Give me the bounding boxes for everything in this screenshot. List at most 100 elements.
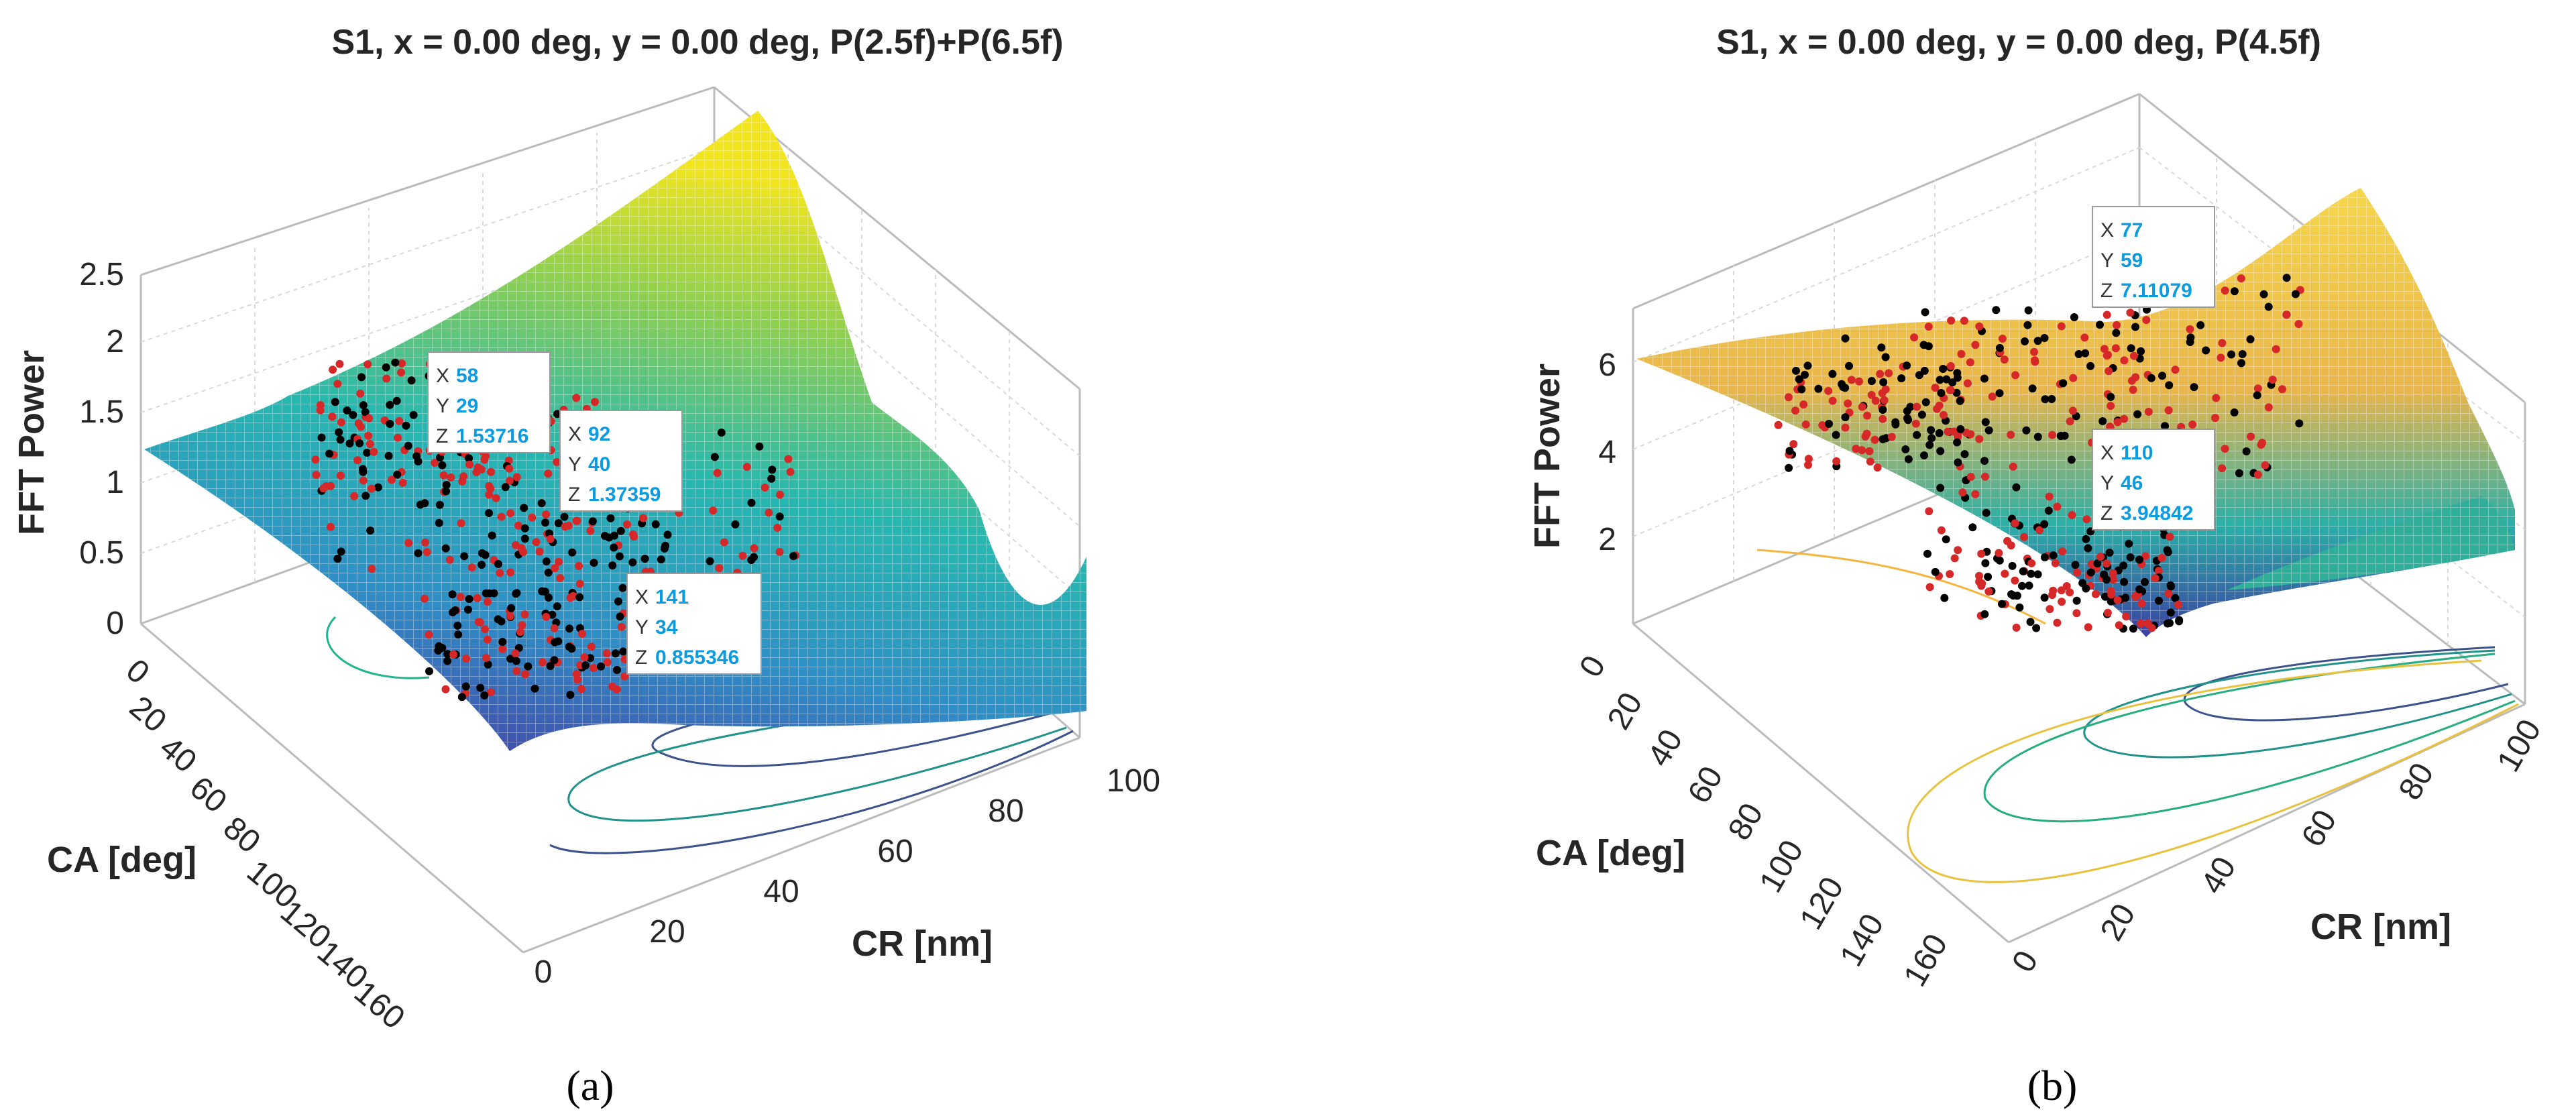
scatter-point: [494, 615, 502, 624]
scatter-point: [1852, 445, 1860, 453]
scatter-point: [2237, 274, 2245, 283]
scatter-point: [464, 606, 472, 614]
scatter-point: [742, 463, 751, 471]
scatter-point: [2027, 569, 2035, 578]
scatter-point: [565, 624, 573, 633]
scatter-point: [497, 512, 506, 521]
datatip-b-1[interactable]: X 77 Y 59 Z 7.11079: [2092, 206, 2215, 308]
scatter-point: [2084, 623, 2092, 632]
scatter-point: [443, 650, 452, 659]
scatter-point: [750, 544, 759, 553]
scatter-point: [2212, 394, 2221, 402]
scatter-point: [448, 590, 457, 599]
scatter-point: [353, 456, 362, 465]
scatter-point: [1966, 473, 1975, 481]
scatter-point: [386, 420, 394, 428]
scatter-point: [618, 583, 627, 592]
scatter-point: [496, 569, 504, 577]
scatter-point: [512, 589, 521, 598]
scatter-point: [407, 376, 416, 385]
datatip-b-2[interactable]: X 110 Y 46 Z 3.94842: [2092, 429, 2215, 530]
y-tick-a: 0: [119, 653, 156, 691]
scatter-point: [619, 647, 628, 656]
scatter-point: [1903, 361, 1911, 370]
scatter-point: [1956, 425, 1965, 433]
scatter-point: [2164, 590, 2173, 598]
datatip-a-1[interactable]: X 58 Y 29 Z 1.53716: [427, 351, 551, 453]
scatter-point: [608, 682, 616, 691]
datatip-key: Y: [436, 395, 449, 417]
scatter-point: [2040, 553, 2049, 561]
scatter-point: [480, 455, 489, 464]
scatter-b: [1774, 274, 2304, 633]
scatter-point: [519, 548, 528, 556]
scatter-point: [501, 483, 510, 492]
scatter-point: [2046, 605, 2054, 614]
scatter-point: [2294, 320, 2303, 329]
scatter-point: [2100, 570, 2109, 579]
scatter-point: [1971, 341, 1980, 349]
scatter-point: [465, 595, 473, 604]
scatter-point: [1936, 447, 1945, 455]
scatter-point: [2026, 618, 2035, 626]
scatter-point: [345, 439, 354, 448]
scatter-point: [355, 439, 364, 447]
scatter-point: [2158, 553, 2166, 562]
scatter-point: [568, 548, 577, 557]
scatter-point: [484, 660, 492, 669]
scatter-point: [1933, 404, 1942, 413]
scatter-point: [2221, 445, 2229, 453]
scatter-point: [1924, 323, 1933, 331]
scatter-point: [1861, 432, 1870, 441]
scatter-point: [366, 440, 374, 448]
scatter-point: [329, 366, 337, 374]
scatter-point: [449, 650, 458, 659]
scatter-point: [2000, 355, 2009, 364]
x-tick-b: 40: [2194, 851, 2243, 900]
scatter-point: [2282, 274, 2291, 282]
scatter-point: [550, 656, 559, 665]
scatter-point: [2069, 374, 2078, 382]
scatter-point: [1954, 458, 1962, 467]
scatter-point: [2235, 469, 2243, 478]
datatip-y: 40: [588, 453, 610, 475]
scatter-point: [2122, 612, 2131, 621]
scatter-point: [2082, 535, 2090, 543]
scatter-point: [608, 561, 617, 570]
scatter-point: [1887, 433, 1896, 441]
scatter-point: [312, 471, 321, 480]
datatip-a-2[interactable]: X 92 Y 40 Z 1.37359: [559, 410, 683, 512]
scatter-point: [465, 454, 473, 463]
scatter-point: [775, 512, 784, 521]
scatter-point: [481, 625, 490, 634]
scatter-point: [2268, 376, 2277, 384]
scatter-point: [2027, 559, 2036, 567]
z-tick-a: 0.5: [79, 535, 124, 571]
scatter-point: [717, 429, 726, 437]
scatter-point: [2073, 568, 2082, 577]
datatip-x: 110: [2121, 442, 2153, 464]
scatter-point: [551, 638, 559, 647]
scatter-point: [747, 556, 756, 564]
datatip-a-3[interactable]: X 141 Y 34 Z 0.855346: [626, 573, 762, 675]
scatter-point: [2030, 347, 2038, 356]
scatter-point: [435, 518, 443, 527]
scatter-point: [1936, 376, 1944, 384]
scatter-point: [392, 396, 401, 405]
scatter-point: [1828, 396, 1837, 405]
scatter-point: [2086, 568, 2095, 577]
scatter-point: [1858, 402, 1866, 411]
scatter-point: [1879, 378, 1888, 386]
scatter-point: [1877, 343, 1886, 352]
scatter-point: [457, 693, 466, 702]
scatter-point: [327, 482, 335, 490]
scatter-point: [425, 667, 433, 675]
scatter-point: [2044, 506, 2053, 515]
scatter-point: [569, 592, 577, 600]
scatter-point: [542, 510, 551, 518]
scatter-point: [789, 552, 797, 561]
scatter-point: [333, 380, 342, 388]
scatter-point: [1841, 413, 1850, 422]
scatter-point: [773, 524, 782, 532]
y-tick-b: 40: [1641, 724, 1690, 773]
